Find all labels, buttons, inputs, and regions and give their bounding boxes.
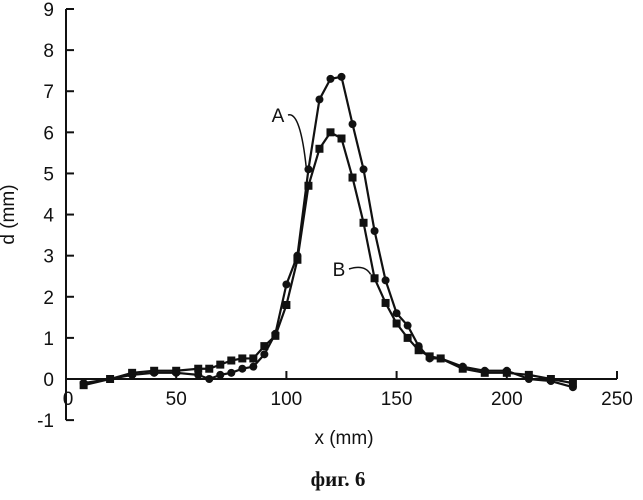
data-point <box>315 95 323 103</box>
y-tick-label: 7 <box>43 82 54 103</box>
data-point <box>349 174 357 182</box>
x-tick-label: 0 <box>63 389 74 410</box>
data-point <box>338 135 346 143</box>
y-tick-label: 8 <box>43 41 54 62</box>
data-point <box>569 379 577 387</box>
data-point <box>360 165 368 173</box>
data-point <box>304 182 312 190</box>
data-point <box>80 381 88 389</box>
y-tick-label: 6 <box>43 123 54 144</box>
data-point <box>437 354 445 362</box>
x-tick-label: 100 <box>271 389 303 410</box>
series-line <box>84 77 573 387</box>
data-point <box>503 369 511 377</box>
y-axis-title: d (mm) <box>0 184 19 244</box>
data-point <box>293 256 301 264</box>
data-point <box>238 354 246 362</box>
data-point <box>481 369 489 377</box>
data-point <box>404 322 412 330</box>
x-tick-label: 50 <box>166 389 187 410</box>
x-tick-label: 200 <box>491 389 523 410</box>
data-point <box>459 365 467 373</box>
data-point <box>128 369 136 377</box>
leader-line-b <box>349 267 371 274</box>
data-point <box>205 365 213 373</box>
y-tick-label: 1 <box>43 329 54 350</box>
series-line <box>84 132 573 385</box>
series-A <box>80 73 577 391</box>
series-a-label: A <box>272 106 285 127</box>
data-point <box>227 357 235 365</box>
figure-caption: фиг. 6 <box>311 467 366 491</box>
data-point <box>260 342 268 350</box>
data-point <box>216 371 224 379</box>
y-tick-label: -1 <box>37 411 54 432</box>
data-point <box>371 274 379 282</box>
data-point <box>326 128 334 136</box>
data-point <box>150 367 158 375</box>
y-tick-label: 5 <box>43 164 54 185</box>
data-point <box>338 73 346 81</box>
data-point <box>547 375 555 383</box>
data-point <box>216 361 224 369</box>
data-point <box>238 365 246 373</box>
data-point <box>282 280 290 288</box>
data-point <box>525 371 533 379</box>
data-point <box>326 75 334 83</box>
data-point <box>282 301 290 309</box>
y-tick-label: 3 <box>43 247 54 268</box>
x-axis-title: x (mm) <box>314 428 373 449</box>
data-point <box>205 375 213 383</box>
series-layer <box>80 73 577 391</box>
y-tick-label: 0 <box>43 370 54 391</box>
series-B <box>80 128 577 389</box>
y-tick-label: 2 <box>43 288 54 309</box>
data-point <box>360 219 368 227</box>
data-point <box>271 332 279 340</box>
data-point <box>349 120 357 128</box>
data-point <box>382 276 390 284</box>
data-point <box>249 363 257 371</box>
data-point <box>194 365 202 373</box>
data-point <box>415 346 423 354</box>
data-point <box>260 350 268 358</box>
series-b-label: B <box>333 260 346 281</box>
y-tick-label: 9 <box>43 0 54 21</box>
data-point <box>382 299 390 307</box>
leader-line-a <box>288 115 306 170</box>
data-point <box>393 320 401 328</box>
data-point <box>249 354 257 362</box>
y-axis-ticks: -1 0 1 2 3 4 5 6 7 8 9 <box>37 0 74 432</box>
x-tick-label: 250 <box>601 389 633 410</box>
data-point <box>227 369 235 377</box>
y-tick-label: 4 <box>43 206 54 227</box>
data-point <box>106 375 114 383</box>
data-point <box>315 145 323 153</box>
data-point <box>404 334 412 342</box>
data-point <box>371 227 379 235</box>
plot-area: -1 0 1 2 3 4 5 6 7 8 9 0 50 100 150 200 250 A B <box>37 0 633 432</box>
data-point <box>172 367 180 375</box>
data-point <box>426 352 434 360</box>
x-tick-label: 150 <box>381 389 413 410</box>
